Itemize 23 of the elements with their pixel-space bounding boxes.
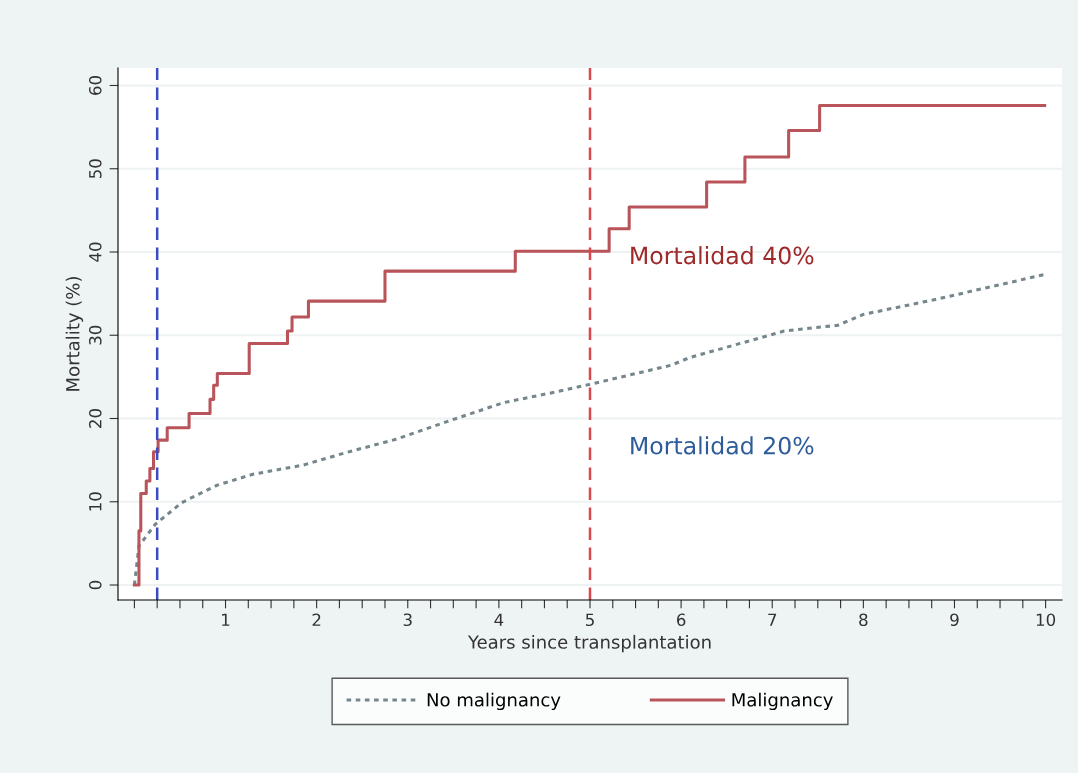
legend-label: Malignancy <box>732 692 833 711</box>
y-tick-label: 50 <box>88 159 102 179</box>
y-tick-label: 40 <box>88 242 102 262</box>
x-axis-title: Years since transplantation <box>467 634 711 653</box>
x-tick-label: 6 <box>676 613 686 627</box>
y-tick-label: 60 <box>88 75 102 95</box>
x-tick-label: 7 <box>768 613 777 626</box>
legend-label: No malignancy <box>427 692 561 711</box>
y-tick-label: 20 <box>88 409 102 428</box>
x-tick-label: 4 <box>494 613 504 626</box>
x-tick-label: 10 <box>1036 613 1056 627</box>
y-tick-label: 0 <box>88 580 102 590</box>
x-tick-label: 1 <box>222 613 230 626</box>
annotation: Mortalidad 40% <box>631 246 814 265</box>
y-axis-title: Mortality (%) <box>65 277 84 391</box>
x-tick-label: 2 <box>312 613 321 626</box>
y-tick-label: 10 <box>88 492 102 511</box>
x-tick-label: 9 <box>950 613 959 627</box>
x-tick-label: 8 <box>859 613 868 627</box>
y-tick-label: 30 <box>88 325 102 345</box>
x-tick-label: 5 <box>585 613 594 627</box>
x-tick-label: 3 <box>403 613 412 627</box>
annotation: Mortalidad 20% <box>631 436 814 455</box>
